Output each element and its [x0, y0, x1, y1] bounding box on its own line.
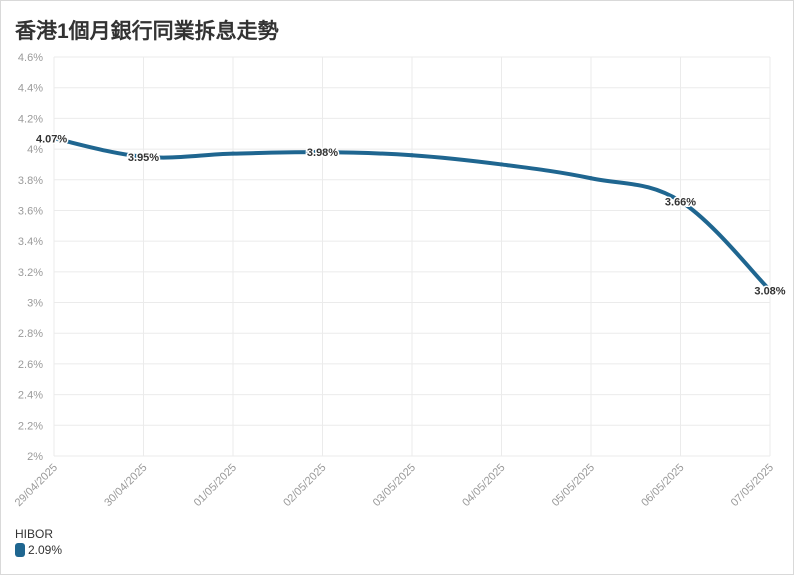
data-point: [768, 288, 772, 293]
x-tick-label: 02/05/2025: [281, 462, 328, 509]
x-tick-label: 30/04/2025: [102, 462, 149, 509]
y-tick-label: 4.6%: [18, 52, 43, 64]
x-tick-label: 03/05/2025: [371, 462, 418, 509]
data-point: [499, 162, 504, 167]
y-tick-label: 2.6%: [18, 359, 43, 371]
x-tick-label: 01/05/2025: [192, 462, 239, 509]
x-tick-label: 05/05/2025: [550, 462, 597, 509]
data-point: [52, 136, 56, 141]
x-axis: 29/04/2025 30/04/2025 01/05/2025 02/05/2025…: [13, 462, 776, 509]
data-label: 3.95%: [128, 152, 159, 164]
series-hibor: [52, 136, 772, 293]
y-tick-label: 3.8%: [18, 175, 43, 187]
y-tick-label: 4%: [27, 144, 43, 156]
legend-swatch: [15, 543, 25, 557]
data-point: [231, 151, 235, 156]
data-label: 3.66%: [665, 196, 696, 208]
legend-title: HIBOR: [15, 527, 54, 541]
y-tick-label: 3.4%: [18, 236, 43, 248]
y-tick-label: 2%: [27, 451, 43, 463]
data-labels: 4.07% 3.95% 3.98% 3.66% 3.08%: [35, 132, 788, 299]
y-tick-label: 4.2%: [18, 113, 43, 125]
legend-value: 2.09%: [28, 543, 63, 557]
x-tick-label: 04/05/2025: [460, 462, 507, 509]
data-point: [589, 176, 593, 181]
data-label: 3.98%: [307, 147, 338, 159]
x-tick-label: 07/05/2025: [729, 462, 776, 509]
y-tick-label: 2.4%: [18, 390, 43, 402]
y-tick-label: 3.2%: [18, 267, 43, 279]
x-tick-label: 06/05/2025: [639, 462, 686, 509]
data-point: [678, 199, 683, 204]
x-tick-label: 29/04/2025: [13, 462, 60, 509]
y-axis: 2% 2.2% 2.4% 2.6% 2.8% 3% 3.2% 3.4% 3.6% 3.8% 4% 4.…: [18, 52, 43, 463]
data-point: [320, 150, 325, 155]
data-point: [410, 153, 414, 158]
legend-item-hibor[interactable]: 2.09%: [15, 543, 62, 557]
y-tick-label: 3%: [27, 298, 43, 310]
legend: HIBOR 2.09%: [15, 527, 62, 557]
y-tick-label: 4.4%: [18, 83, 43, 95]
data-label: 4.07%: [36, 133, 67, 145]
grid-lines: [53, 56, 771, 457]
y-tick-label: 3.6%: [18, 205, 43, 217]
y-tick-label: 2.2%: [18, 420, 43, 432]
chart-title: 香港1個月銀行同業拆息走勢: [15, 20, 279, 43]
data-label: 3.08%: [754, 285, 785, 297]
data-point: [141, 154, 146, 159]
y-tick-label: 2.8%: [18, 328, 43, 340]
